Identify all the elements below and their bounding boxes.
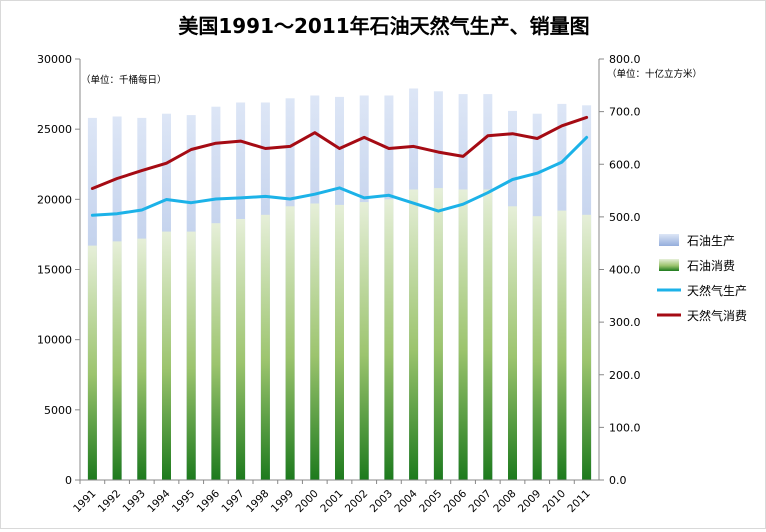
legend-label: 天然气生产 [687, 283, 747, 298]
x-axis-tick-label: 1992 [96, 488, 123, 515]
right-axis-tick-label: 700.0 [609, 106, 641, 119]
right-axis-tick-label: 400.0 [609, 264, 641, 277]
gas-consumption-line [90, 115, 589, 190]
x-axis-tick-label: 1996 [195, 487, 223, 515]
oil-consumption-bar [310, 203, 320, 480]
oil-consumption-bar [582, 214, 592, 481]
right-axis-tick-label: 500.0 [609, 211, 641, 224]
left-axis-tick-label: 5000 [44, 404, 72, 417]
x-axis-tick-label: 2001 [318, 488, 345, 515]
x-axis-tick-label: 2011 [565, 488, 592, 515]
oil-consumption-bar [236, 219, 246, 480]
oil-consumption-bar [384, 199, 394, 481]
x-axis-tick-label: 2007 [467, 488, 494, 515]
oil-consumption-bar [186, 231, 196, 480]
left-axis-tick-label: 0 [65, 474, 72, 487]
oil-consumption-bar [433, 188, 443, 480]
x-axis-tick-label: 2009 [516, 488, 543, 515]
left-axis-tick-label: 20000 [37, 193, 72, 206]
chart-title: 美国1991～2011年石油天然气生产、销量图 [178, 14, 589, 38]
right-axis-tick-label: 100.0 [609, 421, 641, 434]
x-axis-tick-label: 1998 [244, 488, 271, 515]
right-axis-tick-label: 0.0 [609, 474, 627, 487]
x-axis-tick-label: 1999 [269, 488, 296, 515]
right-axis-tick-label: 800.0 [609, 53, 641, 66]
oil-consumption-bar [409, 189, 419, 480]
legend-swatch [659, 259, 679, 271]
x-axis-tick-label: 2008 [491, 488, 518, 515]
left-axis-tick-label: 25000 [37, 123, 72, 136]
left-axis-tick-label: 10000 [37, 334, 72, 347]
legend-label: 石油生产 [687, 234, 735, 248]
left-axis-unit: （单位：千桶每日） [81, 74, 167, 86]
oil-consumption-bar [211, 223, 221, 480]
oil-consumption-bar [532, 216, 542, 480]
x-axis-tick-label: 1993 [121, 488, 148, 515]
right-axis-tick-label: 300.0 [609, 316, 641, 329]
x-axis-tick-label: 2000 [294, 488, 321, 515]
oil-consumption-bar [285, 206, 295, 481]
x-axis-tick-label: 2010 [541, 488, 568, 515]
x-axis-tick-label: 1994 [145, 487, 173, 515]
x-axis-tick-label: 2002 [343, 488, 370, 515]
oil-consumption-bar [458, 189, 468, 480]
oil-consumption-bar [335, 204, 344, 480]
x-axis-tick-label: 2004 [392, 487, 420, 515]
oil-consumption-bar [359, 202, 369, 480]
x-axis-tick-label: 1991 [71, 488, 98, 515]
x-axis-tick-label: 1997 [219, 488, 246, 515]
left-axis-tick-label: 30000 [37, 53, 72, 66]
x-axis-tick-label: 2005 [417, 488, 444, 515]
oil-consumption-bar [508, 206, 517, 481]
oil-consumption-bar [137, 238, 147, 480]
legend-swatch [659, 234, 679, 246]
oil-consumption-bar [260, 214, 270, 481]
legend-label: 石油消费 [687, 259, 735, 273]
lines-layer [90, 115, 589, 217]
oil-consumption-bar [112, 241, 122, 480]
legend-label: 天然气消费 [687, 308, 747, 323]
oil-consumption-bar [483, 189, 493, 480]
x-axis-tick-label: 2003 [368, 488, 395, 515]
x-axis-tick-label: 1995 [170, 488, 197, 515]
x-axis-tick-label: 2006 [442, 487, 470, 515]
left-axis-tick-label: 15000 [37, 264, 72, 277]
right-axis-tick-label: 200.0 [609, 369, 641, 382]
oil-consumption-bar [557, 210, 567, 480]
right-axis-tick-label: 600.0 [609, 158, 641, 171]
right-axis-unit: （单位：十亿立方米） [607, 68, 702, 80]
gas-production-line [90, 135, 589, 217]
oil-consumption-bar [162, 231, 171, 480]
bars-layer [87, 88, 592, 481]
oil-consumption-bar [87, 245, 97, 480]
